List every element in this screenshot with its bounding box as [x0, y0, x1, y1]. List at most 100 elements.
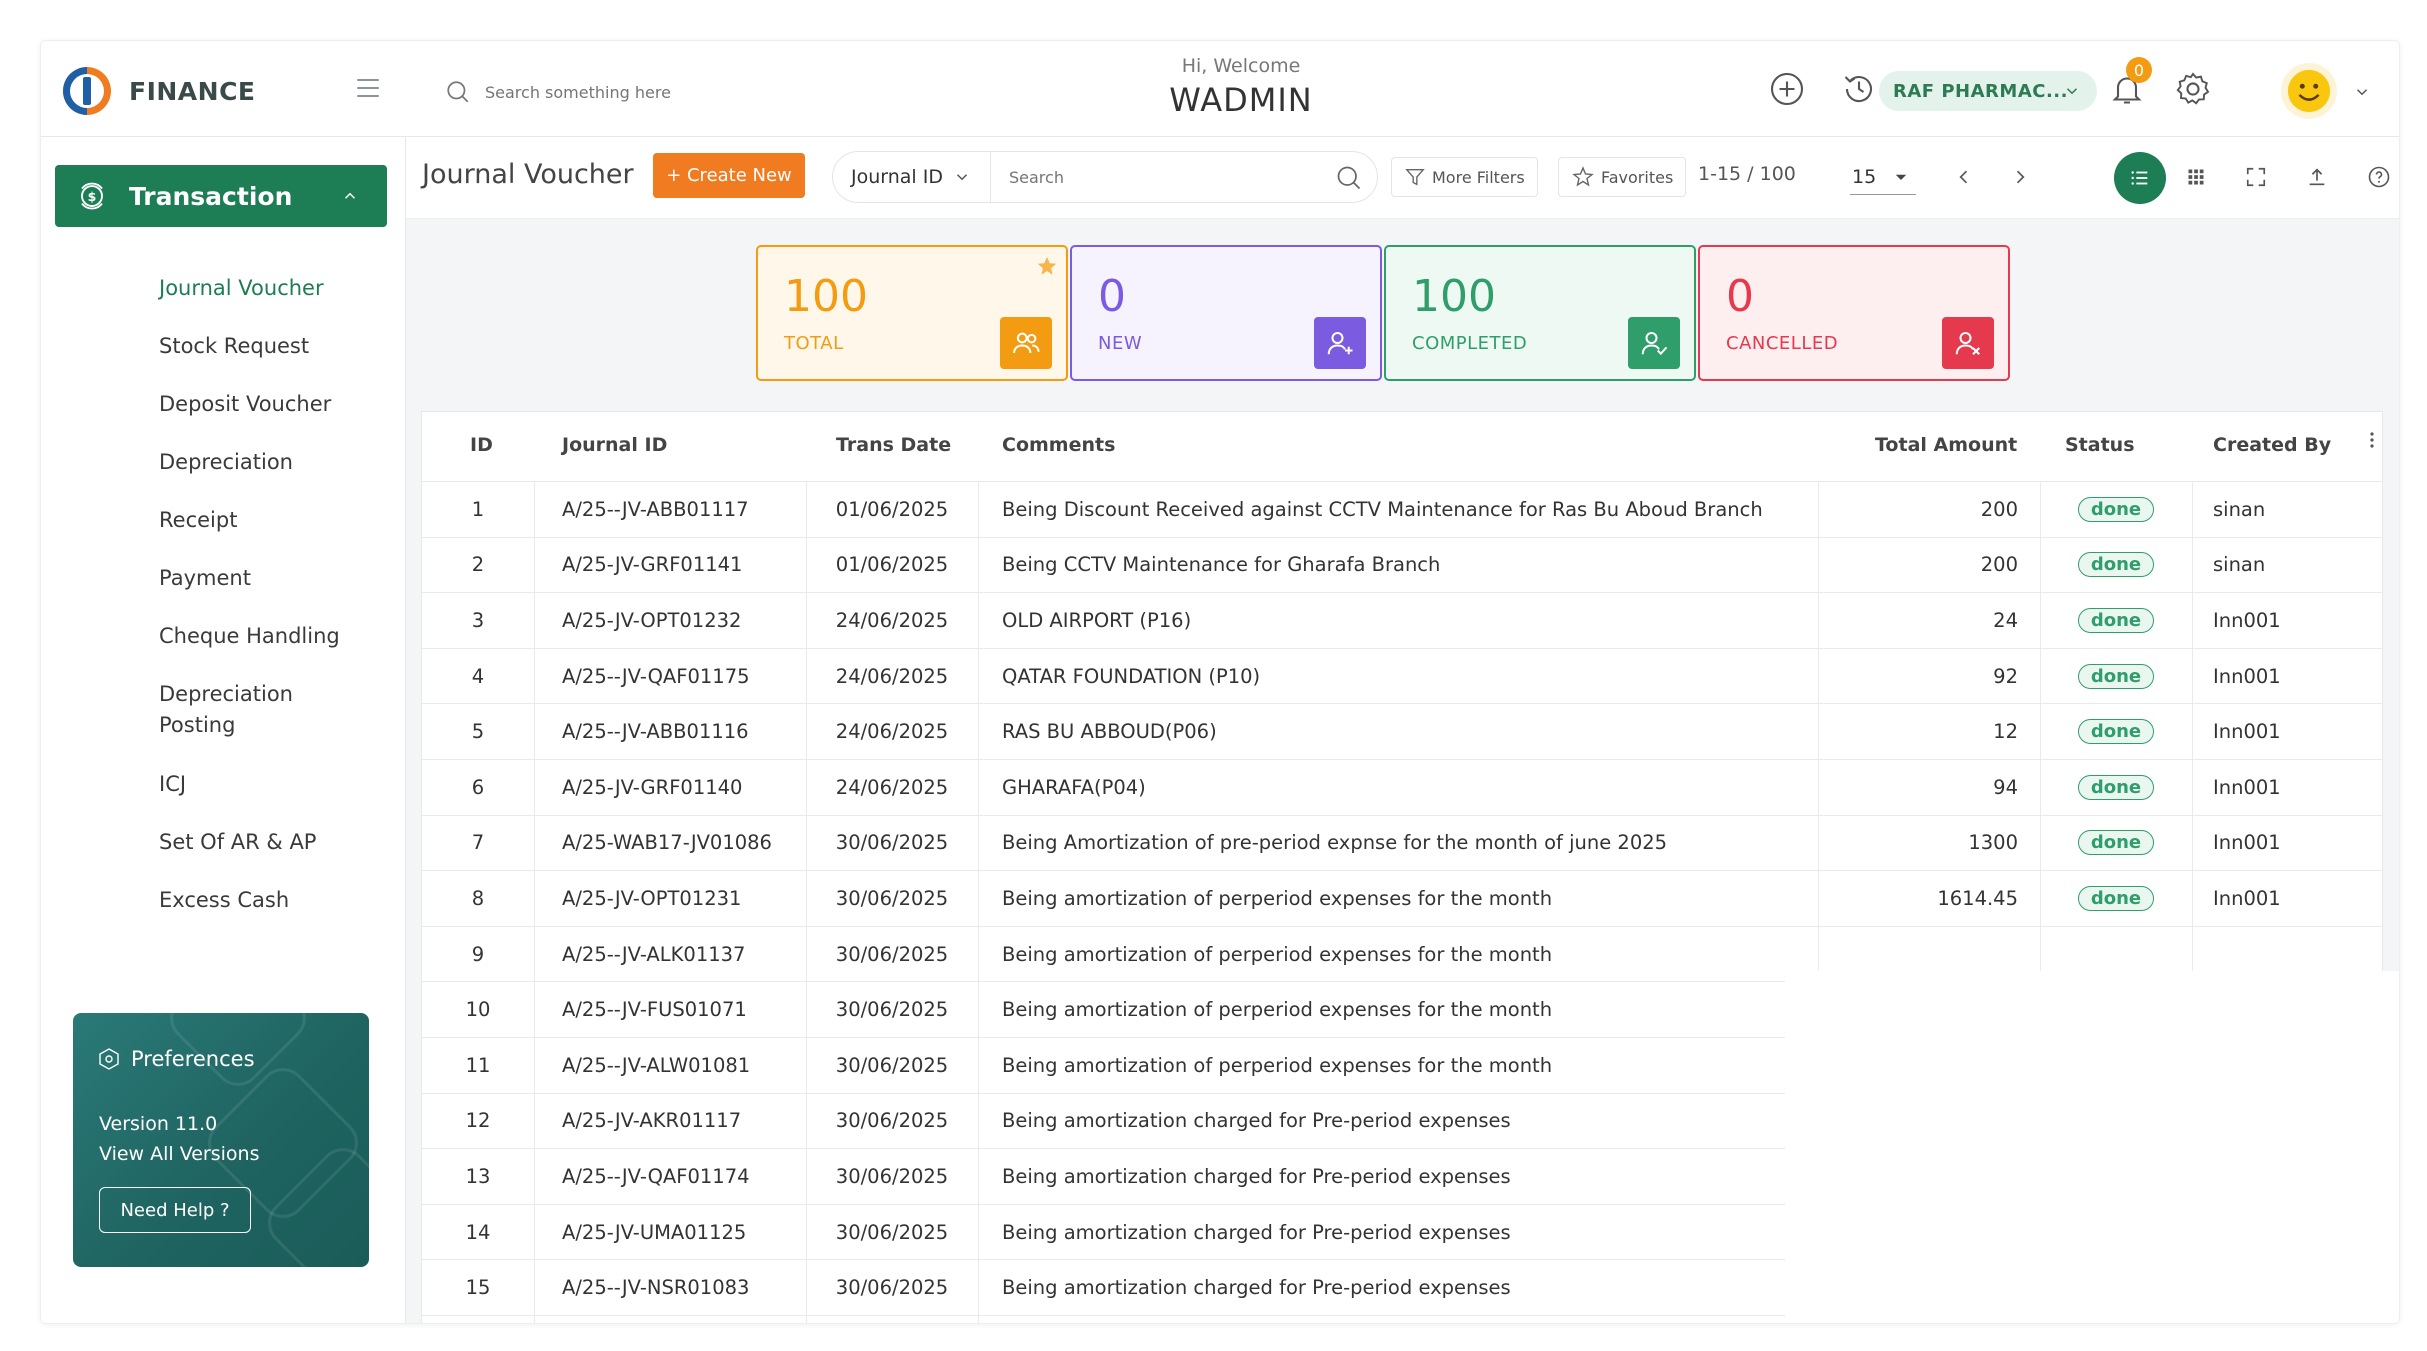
cell-id: 2 — [471, 553, 485, 577]
view-all-versions-link[interactable]: View All Versions — [99, 1143, 260, 1165]
table-row[interactable]: 14 A/25-JV-UMA01125 30/06/2025 Being amorti… — [422, 1205, 2382, 1261]
sidebar-item-stock-request[interactable]: Stock Request — [159, 334, 310, 358]
table-row[interactable]: 10 A/25--JV-FUS01071 30/06/2025 Being amort… — [422, 982, 2382, 1038]
fullscreen-icon[interactable] — [2238, 159, 2274, 195]
table-row[interactable]: 15 A/25--JV-NSR01083 30/06/2025 Being amort… — [422, 1260, 2382, 1316]
table-row[interactable]: 5 A/25--JV-ABB01116 24/06/2025 RAS BU ABBOU… — [422, 704, 2382, 760]
search-icon[interactable] — [1335, 164, 1363, 192]
cell-journal-id: A/25-JV-GRF01140 — [562, 775, 743, 799]
table-row[interactable]: 11 A/25--JV-ALW01081 30/06/2025 Being amort… — [422, 1038, 2382, 1094]
column-header-status[interactable]: Status — [2065, 434, 2135, 456]
favorites-button[interactable]: Favorites — [1558, 157, 1687, 197]
sidebar-item-receipt[interactable]: Receipt — [159, 508, 238, 532]
column-header-created-by[interactable]: Created By — [2213, 434, 2332, 456]
table-row[interactable]: 9 A/25--JV-ALK01137 30/06/2025 Being amorti… — [422, 927, 2382, 983]
cell-date: 24/06/2025 — [835, 775, 949, 799]
upload-icon[interactable] — [2299, 159, 2335, 195]
menu-toggle-icon[interactable] — [357, 79, 379, 97]
table-row[interactable]: 2 A/25-JV-GRF01141 01/06/2025 Being CCTV Ma… — [422, 538, 2382, 594]
cell-journal-id: A/25--JV-QAF01174 — [562, 1164, 750, 1188]
list-view-button[interactable] — [2114, 152, 2166, 204]
chevron-down-icon — [2066, 88, 2078, 95]
table-row[interactable]: 7 A/25-WAB17-JV01086 30/06/2025 Being Amort… — [422, 816, 2382, 872]
cell-status: done — [2040, 538, 2192, 593]
page-size-value: 15 — [1852, 165, 1877, 188]
table-row[interactable]: 12 A/25-JV-AKR01117 30/06/2025 Being amorti… — [422, 1094, 2382, 1150]
cell-created-by: Inn001 — [2213, 664, 2281, 688]
organization-selector[interactable]: RAF PHARMAC... — [1879, 71, 2097, 111]
cell-status: done — [2040, 760, 2192, 815]
next-page-icon[interactable] — [2002, 159, 2038, 195]
sidebar-item-excess-cash[interactable]: Excess Cash — [159, 888, 290, 912]
column-divider — [806, 482, 807, 1323]
cell-journal-id: A/25-WAB17-JV01086 — [562, 831, 772, 855]
cell-comments: Being amortization charged for Pre-perio… — [1002, 1220, 1511, 1244]
hexagon-gear-icon — [99, 1048, 119, 1070]
cell-created-by: Inn001 — [2213, 775, 2281, 799]
cell-status: done — [2040, 871, 2192, 926]
cell-created-by: sinan — [2213, 553, 2266, 577]
sidebar-item-depreciation-posting[interactable]: Depreciation Posting — [159, 682, 293, 737]
search-field-selector[interactable]: Journal ID — [833, 152, 991, 202]
cell-created-by: sinan — [2213, 497, 2266, 521]
stat-card-completed[interactable]: 100 COMPLETED — [1384, 245, 1696, 381]
table-row[interactable]: 8 A/25-JV-OPT01231 30/06/2025 Being amortiz… — [422, 871, 2382, 927]
column-header-trans-date[interactable]: Trans Date — [836, 434, 952, 456]
status-badge: done — [2077, 552, 2155, 578]
table-row[interactable]: 6 A/25-JV-GRF01140 24/06/2025 GHARAFA(P04) 9… — [422, 760, 2382, 816]
more-filters-button[interactable]: More Filters — [1391, 157, 1538, 197]
sidebar-item-depreciation[interactable]: Depreciation — [159, 450, 293, 474]
prev-page-icon[interactable] — [1946, 159, 1982, 195]
column-header-total-amount[interactable]: Total Amount — [1875, 434, 2018, 456]
gear-icon[interactable] — [2173, 69, 2213, 109]
table-row[interactable]: 1 A/25--JV-ABB01117 01/06/2025 Being Discou… — [422, 482, 2382, 538]
column-menu-icon[interactable] — [2362, 428, 2382, 452]
stat-card-total[interactable]: 100 TOTAL — [756, 245, 1068, 381]
sidebar-item-cheque-handling[interactable]: Cheque Handling — [159, 624, 340, 648]
column-header-id[interactable]: ID — [470, 434, 493, 456]
cell-amount: 12 — [1993, 720, 2018, 744]
cell-journal-id: A/25--JV-QAF01175 — [562, 664, 750, 688]
cell-created-by: Inn001 — [2213, 720, 2281, 744]
table-row[interactable]: 3 A/25-JV-OPT01232 24/06/2025 OLD AIRPORT (… — [422, 593, 2382, 649]
table-row[interactable]: 4 A/25--JV-QAF01175 24/06/2025 QATAR FOUNDA… — [422, 649, 2382, 705]
column-header-journal-id[interactable]: Journal ID — [562, 434, 668, 456]
add-circle-icon[interactable] — [1767, 69, 1807, 109]
chevron-down-icon — [956, 174, 968, 181]
global-search-input[interactable] — [485, 82, 725, 102]
help-circle-icon[interactable] — [2361, 159, 2397, 195]
cell-amount: 24 — [1993, 608, 2018, 632]
stat-card-cancelled[interactable]: 0 CANCELLED — [1698, 245, 2010, 381]
sidebar-item-set-of-ar-ap[interactable]: Set Of AR & AP — [159, 830, 317, 854]
cell-amount: 94 — [1993, 775, 2018, 799]
cell-comments: Being Amortization of pre-period expnse … — [1002, 831, 1668, 855]
cell-journal-id: A/25--JV-ABB01117 — [562, 497, 749, 521]
global-search[interactable] — [445, 77, 725, 107]
create-new-button[interactable]: + Create New — [653, 153, 805, 198]
record-search-input[interactable] — [1009, 167, 1309, 187]
version-text: Version 11.0 — [99, 1113, 218, 1135]
history-icon[interactable] — [1839, 69, 1879, 109]
sidebar-item-deposit-voucher[interactable]: Deposit Voucher — [159, 392, 332, 416]
table-row[interactable]: 13 A/25--JV-QAF01174 30/06/2025 Being amort… — [422, 1149, 2382, 1205]
grid-view-icon[interactable] — [2178, 159, 2214, 195]
need-help-button[interactable]: Need Help ? — [99, 1187, 251, 1233]
status-badge: done — [2077, 774, 2155, 800]
cell-journal-id: A/25--JV-FUS01071 — [562, 998, 747, 1022]
stat-card-new[interactable]: 0 NEW — [1070, 245, 1382, 381]
cell-status: done — [2040, 816, 2192, 871]
sidebar-item-payment[interactable]: Payment — [159, 566, 251, 590]
chevron-down-icon[interactable] — [2353, 83, 2371, 101]
cell-id: 15 — [465, 1276, 491, 1300]
column-header-comments[interactable]: Comments — [1002, 434, 1116, 456]
star-icon[interactable] — [1036, 255, 1058, 277]
sidebar-item-journal-voucher[interactable]: Journal Voucher — [159, 276, 324, 300]
user-avatar[interactable] — [2281, 63, 2337, 119]
sidebar-item-icj[interactable]: ICJ — [159, 772, 187, 796]
chevron-up-icon[interactable] — [341, 187, 359, 205]
pagination-info: 1-15 / 100 — [1698, 163, 1796, 185]
page-size-selector[interactable]: 15 — [1850, 159, 1916, 195]
sidebar-section-transaction[interactable]: $ Transaction — [55, 165, 387, 227]
cell-comments: Being amortization of perperiod expenses… — [1002, 998, 1553, 1022]
favorites-label: Favorites — [1601, 167, 1674, 187]
